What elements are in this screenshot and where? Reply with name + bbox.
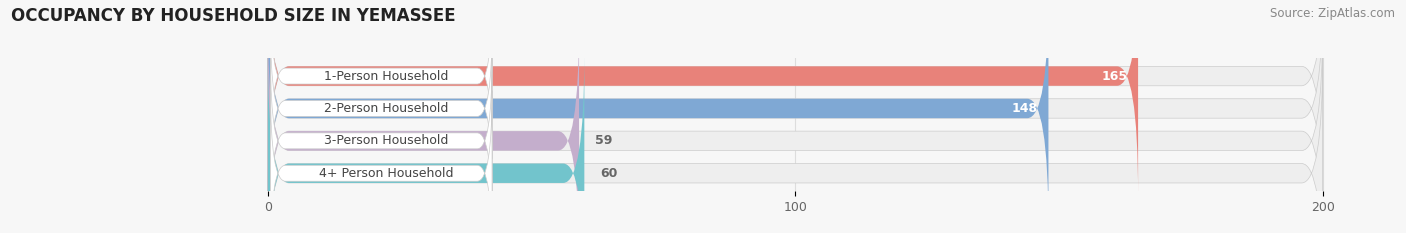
FancyBboxPatch shape (270, 0, 492, 159)
FancyBboxPatch shape (269, 53, 1323, 233)
FancyBboxPatch shape (270, 90, 492, 233)
Text: OCCUPANCY BY HOUSEHOLD SIZE IN YEMASSEE: OCCUPANCY BY HOUSEHOLD SIZE IN YEMASSEE (11, 7, 456, 25)
Text: 4+ Person Household: 4+ Person Household (319, 167, 454, 180)
FancyBboxPatch shape (269, 0, 1323, 228)
FancyBboxPatch shape (269, 21, 579, 233)
Text: 3-Person Household: 3-Person Household (325, 134, 449, 147)
Text: 2-Person Household: 2-Person Household (325, 102, 449, 115)
FancyBboxPatch shape (270, 26, 492, 191)
Text: 165: 165 (1101, 70, 1128, 82)
Text: Source: ZipAtlas.com: Source: ZipAtlas.com (1270, 7, 1395, 20)
FancyBboxPatch shape (269, 0, 1323, 196)
Text: 59: 59 (595, 134, 612, 147)
FancyBboxPatch shape (269, 0, 1137, 196)
Text: 60: 60 (600, 167, 617, 180)
FancyBboxPatch shape (269, 0, 1049, 228)
FancyBboxPatch shape (269, 21, 1323, 233)
Text: 148: 148 (1012, 102, 1038, 115)
FancyBboxPatch shape (269, 53, 585, 233)
FancyBboxPatch shape (270, 58, 492, 224)
Text: 1-Person Household: 1-Person Household (325, 70, 449, 82)
